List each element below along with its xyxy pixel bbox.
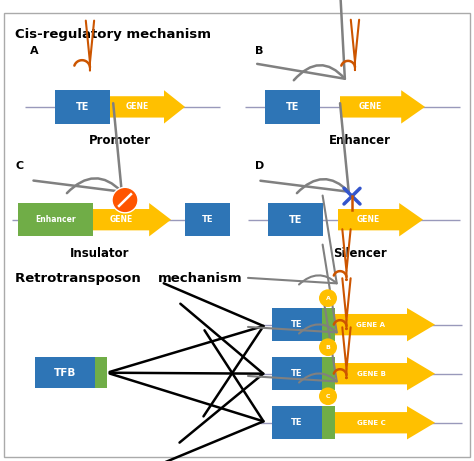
Text: TE: TE (291, 418, 303, 427)
Text: GENE: GENE (126, 102, 149, 112)
Polygon shape (335, 308, 435, 341)
Bar (272, 308, 322, 341)
Text: B: B (255, 46, 264, 56)
FancyBboxPatch shape (4, 13, 470, 457)
Bar (35, 357, 95, 389)
Text: C: C (15, 161, 23, 171)
Text: A: A (30, 46, 38, 56)
Text: A: A (326, 296, 330, 301)
Text: GENE A: GENE A (356, 322, 385, 328)
Polygon shape (340, 90, 425, 124)
Text: TE: TE (76, 102, 89, 112)
Text: GENE: GENE (109, 215, 133, 224)
Polygon shape (93, 203, 171, 236)
Bar (265, 90, 320, 124)
Bar (18, 203, 93, 236)
Bar (268, 203, 323, 236)
Bar (322, 406, 335, 439)
Text: Promoter: Promoter (89, 134, 151, 148)
Text: TE: TE (291, 320, 303, 329)
Text: D: D (255, 161, 264, 171)
Bar (55, 90, 110, 124)
Text: Silencer: Silencer (333, 247, 387, 260)
Polygon shape (110, 90, 185, 124)
Text: TE: TE (289, 215, 302, 225)
Text: Retrotransposon: Retrotransposon (15, 272, 146, 285)
Bar (272, 357, 322, 390)
Circle shape (319, 338, 337, 356)
Text: TE: TE (286, 102, 299, 112)
Polygon shape (338, 203, 423, 236)
Bar (322, 357, 335, 390)
Bar (185, 203, 230, 236)
Text: TE: TE (291, 369, 303, 378)
Text: Insulator: Insulator (70, 247, 130, 260)
Text: TE: TE (202, 215, 213, 224)
Circle shape (319, 387, 337, 405)
Text: GENE C: GENE C (356, 420, 385, 426)
Text: C: C (326, 394, 330, 399)
Text: Enhancer: Enhancer (329, 134, 391, 148)
Bar (322, 308, 335, 341)
Circle shape (112, 187, 138, 213)
Text: mechanism: mechanism (158, 272, 243, 285)
Polygon shape (335, 406, 435, 439)
Text: TFB: TFB (54, 368, 76, 378)
Text: GENE: GENE (359, 102, 382, 112)
Text: Enhancer: Enhancer (35, 215, 76, 224)
Text: GENE B: GENE B (356, 371, 385, 377)
Circle shape (319, 290, 337, 307)
Text: B: B (326, 345, 330, 350)
Text: Cis-regulatory mechanism: Cis-regulatory mechanism (15, 29, 211, 41)
Bar (272, 406, 322, 439)
Text: GENE: GENE (357, 215, 380, 224)
Bar (95, 357, 107, 389)
Polygon shape (335, 357, 435, 390)
